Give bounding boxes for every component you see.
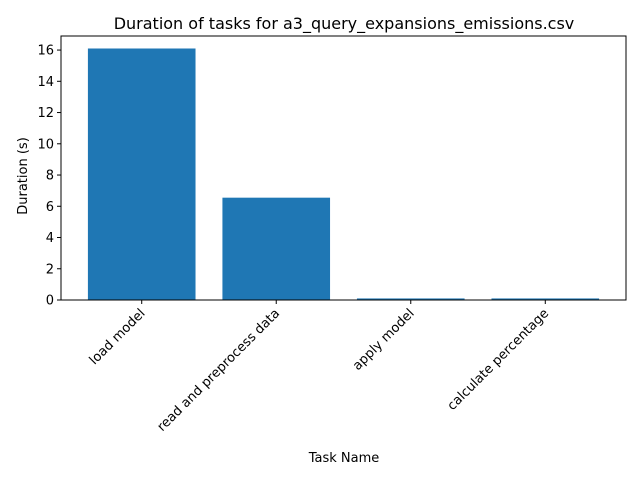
chart-title: Duration of tasks for a3_query_expansion… — [114, 14, 575, 34]
y-tick-label: 16 — [37, 44, 54, 59]
y-tick-label: 4 — [46, 231, 54, 246]
y-tick-label: 12 — [37, 106, 54, 121]
y-tick-label: 8 — [46, 169, 54, 184]
y-tick-label: 14 — [37, 75, 54, 90]
y-tick-label: 2 — [46, 262, 54, 277]
x-tick-label: load model — [87, 306, 149, 368]
bars-layer — [87, 48, 600, 300]
y-axis-title: Duration (s) — [16, 137, 31, 215]
x-axis-title: Task Name — [308, 451, 380, 466]
x-tick-label: calculate percentage — [445, 306, 552, 413]
bar-apply-model — [356, 298, 465, 300]
x-axis: load model read and preprocess data apply … — [87, 300, 552, 435]
x-tick-label: read and preprocess data — [155, 306, 283, 434]
y-tick-label: 10 — [37, 137, 54, 152]
bar-read-and-preprocess-data — [222, 197, 331, 300]
plot-frame — [60, 35, 627, 301]
y-axis: 0 2 4 6 8 10 12 14 16 — [37, 44, 61, 309]
y-tick-label: 0 — [46, 294, 54, 309]
x-tick-label: apply model — [350, 306, 417, 373]
bar-calculate-percentage — [491, 298, 600, 300]
y-tick-label: 6 — [46, 200, 54, 215]
bar-load-model — [87, 48, 196, 300]
